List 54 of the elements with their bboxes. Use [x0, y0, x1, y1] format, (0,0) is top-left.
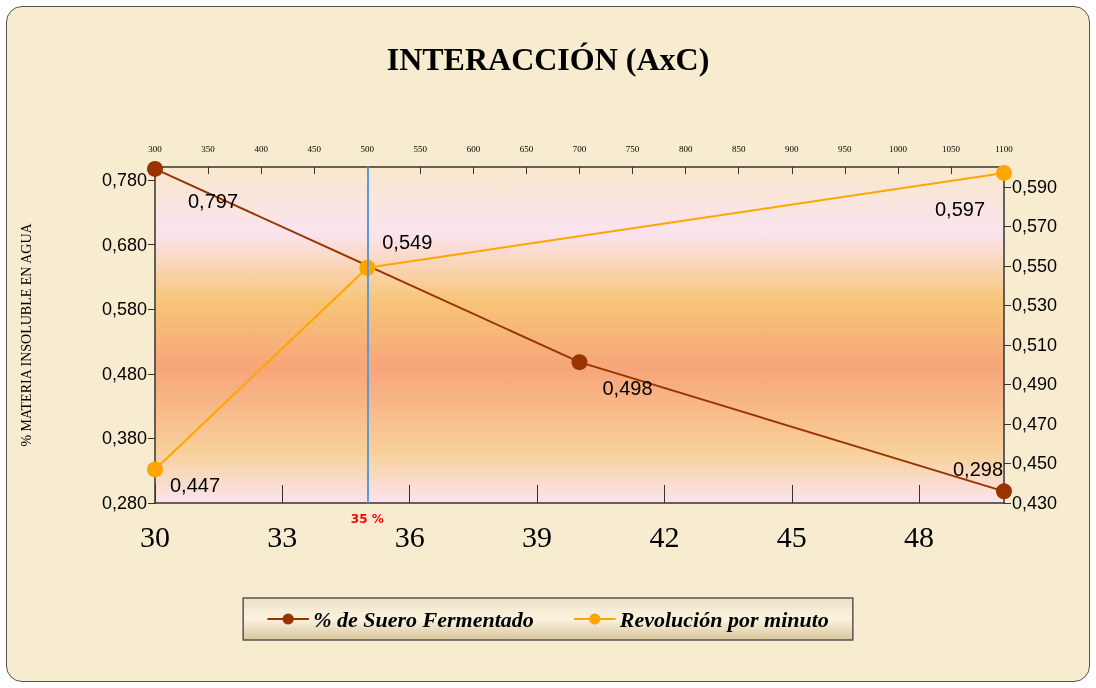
chart-title: INTERACCIÓN (AxC) — [386, 41, 710, 77]
ref-line-label: 35 % — [350, 512, 384, 526]
y2-tick-label: 0,590 — [1012, 176, 1058, 197]
x2-tick-label: 450 — [307, 143, 322, 154]
x2-tick-label: 700 — [572, 143, 587, 154]
point — [996, 164, 1012, 181]
data-label: 0,498 — [602, 377, 653, 400]
x2-tick-label: 950 — [838, 143, 853, 154]
x2-tick-label: 350 — [201, 143, 216, 154]
y2-tick-label: 0,430 — [1012, 493, 1058, 513]
x2-tick-label: 750 — [625, 143, 640, 154]
x2-tick-label: 400 — [254, 143, 269, 154]
point — [571, 354, 588, 371]
y-axis-title: % MATERIA INSOLUBLE EN AGUA — [18, 222, 34, 447]
y-tick-label: 0,680 — [101, 234, 147, 255]
data-label: 0,298 — [952, 458, 1004, 481]
x2-tick-label: 900 — [785, 143, 799, 154]
y-tick-label: 0,780 — [101, 169, 147, 190]
x-tick-label: 30 — [140, 519, 170, 553]
data-label: 0,447 — [169, 474, 221, 497]
y-tick-label: 0,480 — [101, 363, 147, 384]
x2-tick-label: 1000 — [888, 143, 908, 154]
x-tick-label: 33 — [267, 519, 298, 553]
y2-tick-label: 0,450 — [1012, 453, 1058, 474]
legend-label: Revolución por minuto — [618, 606, 829, 632]
point — [147, 461, 163, 478]
y2-tick-label: 0,490 — [1012, 374, 1058, 395]
x-tick-label: 45 — [776, 519, 807, 553]
x2-tick-label: 1100 — [995, 143, 1014, 154]
y-tick-label: 0,580 — [101, 299, 147, 320]
point — [996, 483, 1012, 500]
data-label: 0,597 — [934, 197, 986, 220]
x2-tick-label: 600 — [466, 143, 481, 154]
x-tick-label: 36 — [394, 519, 425, 553]
y2-tick-label: 0,510 — [1012, 334, 1058, 355]
data-label: 0,549 — [382, 230, 433, 253]
y-tick-label: 0,380 — [101, 428, 147, 449]
y2-tick-label: 0,570 — [1012, 216, 1058, 237]
y-tick-label: 0,280 — [101, 493, 147, 513]
x2-tick-label: 800 — [678, 143, 693, 154]
x2-tick-label: 550 — [413, 143, 428, 154]
y2-tick-label: 0,470 — [1012, 413, 1058, 434]
x2-tick-label: 500 — [360, 143, 375, 154]
x2-tick-label: 300 — [148, 143, 163, 154]
y2-tick-label: 0,550 — [1012, 255, 1058, 276]
x2-tick-label: 850 — [731, 143, 746, 154]
y2-tick-label: 0,530 — [1012, 295, 1058, 316]
x-tick-label: 39 — [522, 519, 553, 553]
x2-tick-label: 1050 — [941, 143, 961, 154]
legend-label: % de Suero Fermentado — [313, 606, 534, 632]
x-tick-label: 48 — [904, 519, 935, 553]
point — [147, 160, 163, 177]
x-tick-label: 42 — [649, 519, 680, 553]
x2-tick-label: 650 — [519, 143, 534, 154]
